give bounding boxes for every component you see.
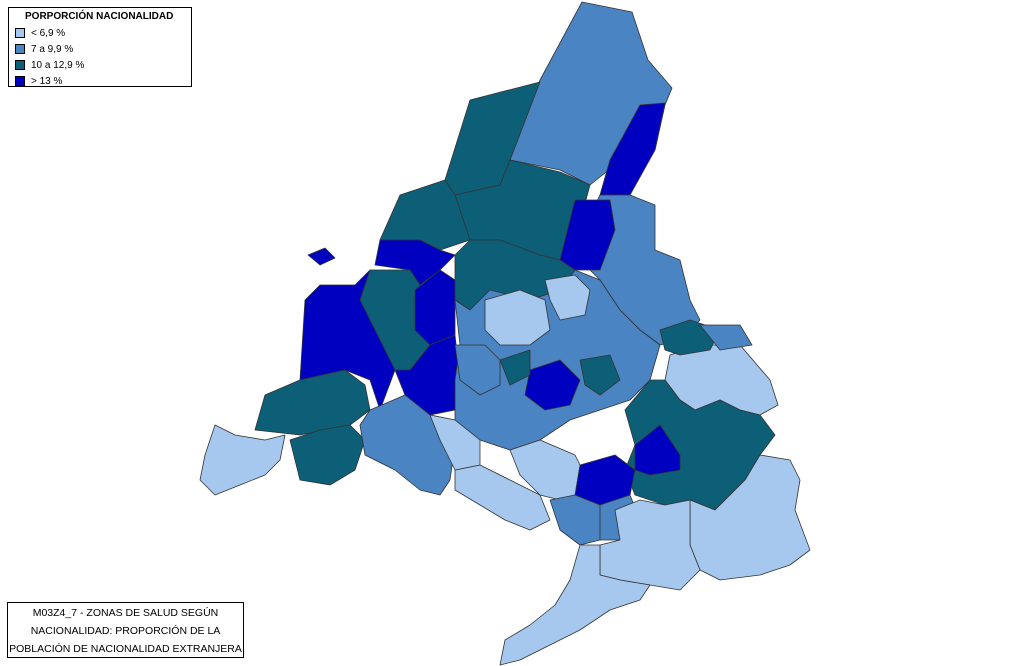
zone-west-island [307, 247, 336, 266]
zone-far-southwest-low [199, 424, 286, 496]
legend-title: PORPORCIÓN NACIONALIDAD [25, 11, 174, 22]
legend-item-high: 10 a 12,9 % [15, 57, 185, 73]
legend-label: > 13 % [31, 75, 63, 87]
legend-swatch [15, 28, 25, 38]
zone-center-north-low-b [544, 274, 591, 321]
zone-center-core-high [499, 349, 531, 386]
map-legend: PORPORCIÓN NACIONALIDAD < 6,9 % 7 a 9,9 … [8, 7, 192, 87]
zone-south-low-west [454, 464, 551, 531]
legend-item-mid: 7 a 9,9 % [15, 41, 185, 57]
legend-label: 7 a 9,9 % [31, 43, 74, 55]
caption-line: POBLACIÓN DE NACIONALIDAD EXTRANJERA [9, 643, 242, 655]
legend-label: < 6,9 % [31, 27, 66, 39]
zone-west-center-mid [454, 344, 501, 396]
caption-line: NACIONALIDAD: PROPORCIÓN DE LA [30, 625, 221, 637]
zone-center-north-low [484, 289, 551, 346]
legend-item-top: > 13 % [15, 73, 185, 89]
zone-southwest-high [254, 369, 371, 436]
legend-swatch [15, 76, 25, 86]
zone-west-center-low [429, 414, 481, 471]
zone-southwest-high-b [289, 424, 366, 486]
zone-south-tail-low [499, 544, 651, 666]
zone-center-core-top [524, 359, 581, 411]
zone-east-mid-b [699, 324, 753, 351]
legend-label: 10 a 12,9 % [31, 59, 85, 71]
zone-southwest-mid [359, 394, 456, 496]
zone-south-low-east [689, 454, 811, 581]
caption-line: M03Z4_7 - ZONAS DE SALUD SEGÚN [32, 607, 219, 619]
legend-swatch [15, 60, 25, 70]
legend-item-low: < 6,9 % [15, 25, 185, 41]
zone-center-core-high-b [579, 354, 621, 396]
legend-swatch [15, 44, 25, 54]
map-caption: M03Z4_7 - ZONAS DE SALUD SEGÚN NACIONALI… [7, 602, 244, 658]
